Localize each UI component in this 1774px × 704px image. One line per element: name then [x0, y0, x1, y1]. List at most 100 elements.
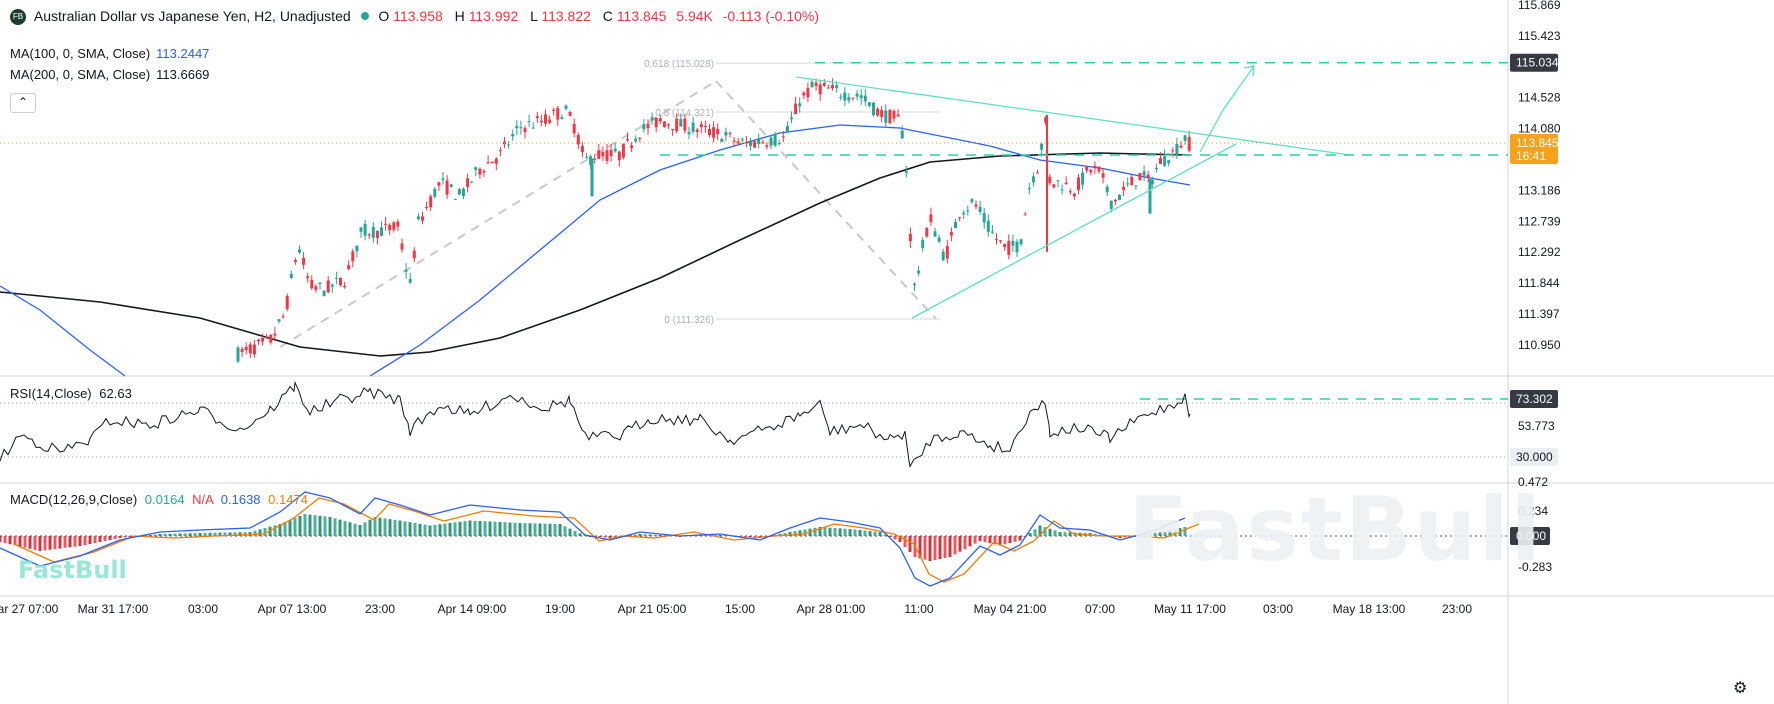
candle-body: [1089, 169, 1093, 173]
candle-body: [913, 283, 916, 286]
candle-body: [310, 279, 314, 289]
fib-level-label: 0 (111.326): [664, 315, 714, 326]
time-axis-label: 15:00: [725, 602, 755, 616]
macd-histogram-bar: [873, 531, 877, 536]
ma200-legend[interactable]: MA(200, 0, SMA, Close) 113.6669: [10, 67, 209, 82]
candle-body: [240, 348, 244, 352]
candle-body: [1175, 143, 1179, 156]
macd-histogram-bar: [313, 515, 317, 536]
candle-body: [433, 188, 437, 197]
candle-body: [1113, 199, 1117, 202]
candle-body: [1163, 156, 1167, 166]
candle-body: [986, 220, 990, 232]
time-axis-label: Apr 28 01:00: [797, 602, 866, 616]
candle-body: [334, 277, 338, 279]
candle-body: [736, 141, 740, 144]
macd-histogram-bar: [973, 536, 977, 544]
macd-histogram-bar: [338, 519, 342, 536]
rsi-30-tag: [1510, 448, 1558, 466]
time-axis-label: 23:00: [365, 602, 395, 616]
macd-histogram-bar: [93, 536, 97, 543]
macd-legend[interactable]: MACD(12,26,9,Close) 0.0164 N/A 0.1638 0.…: [10, 492, 308, 507]
collapse-legend-button[interactable]: ⌃: [10, 93, 36, 113]
macd-histogram-bar: [178, 533, 182, 536]
macd-histogram-bar: [453, 522, 457, 536]
macd-histogram-bar: [198, 533, 202, 536]
candle-body: [576, 134, 580, 145]
macd-value: 0.0164: [144, 492, 185, 507]
macd-histogram-bar: [818, 527, 822, 536]
settings-gear-icon[interactable]: ⚙: [1733, 680, 1748, 697]
macd-histogram-bar: [813, 527, 817, 536]
candle-body: [1134, 185, 1138, 187]
macd-histogram-bar: [13, 536, 17, 546]
candle-body: [1040, 143, 1044, 150]
candle-body: [945, 246, 949, 259]
macd-histogram-bar: [638, 534, 642, 536]
candle-body: [753, 141, 757, 148]
candle-body: [330, 284, 334, 287]
macd-histogram-bar: [23, 536, 27, 548]
rsi-legend[interactable]: RSI(14,Close) 62.63: [10, 386, 132, 401]
macd-line: [0, 491, 1186, 587]
volume-value: 5.94K: [676, 8, 713, 24]
symbol-logo-icon: FB: [10, 9, 26, 26]
candle-body: [917, 270, 921, 274]
candle-body: [933, 231, 937, 237]
macd-histogram-bar: [108, 536, 112, 540]
candle-body: [667, 124, 670, 126]
candle-body: [248, 344, 252, 354]
macd-histogram-bar: [573, 530, 577, 536]
macd-histogram-bar: [563, 526, 567, 536]
macd-histogram-bar: [128, 536, 132, 537]
macd-histogram-bar: [303, 514, 307, 536]
macd-histogram-bar: [8, 536, 12, 545]
macd-histogram-bar: [308, 514, 312, 536]
macd-histogram-bar: [283, 522, 287, 536]
ma100-legend[interactable]: MA(100, 0, SMA, Close) 113.2447: [10, 46, 209, 61]
macd-histogram-bar: [408, 522, 412, 536]
time-axis-label: 19:00: [545, 602, 575, 616]
candle-body: [695, 129, 699, 132]
candle-body: [921, 240, 925, 248]
candle-body: [548, 119, 552, 123]
market-status-dot: [360, 12, 369, 20]
rsi-level-tag: [1510, 390, 1558, 408]
macd-histogram-bar: [278, 524, 282, 536]
macd-histogram-bar: [518, 523, 522, 536]
macd-histogram-bar: [158, 534, 162, 536]
candle-body: [585, 157, 588, 159]
macd-histogram-bar: [388, 519, 392, 536]
change-value: -0.113 (-0.10%): [722, 8, 819, 24]
low-label: L: [530, 8, 538, 24]
candle-body: [507, 144, 511, 146]
price-axis-label: 114.528: [1518, 91, 1561, 105]
symbol-title[interactable]: Australian Dollar vs Japanese Yen, H2, U…: [33, 8, 351, 24]
macd-histogram-bar: [963, 536, 967, 549]
macd-histogram-bar: [998, 536, 1002, 546]
candle-body: [1118, 194, 1121, 201]
candle-body: [302, 257, 306, 265]
candle-body: [605, 150, 609, 161]
candle-body: [728, 132, 732, 134]
macd-histogram-bar: [463, 521, 467, 536]
macd-histogram-bar: [658, 535, 662, 536]
candle-body: [790, 117, 793, 120]
ma100-line: [369, 124, 1191, 377]
macd-histogram-bar: [218, 532, 222, 536]
macd-histogram-bar: [838, 528, 842, 536]
candle-body: [929, 214, 933, 223]
candle-body: [925, 227, 929, 237]
candle-body: [814, 82, 818, 86]
macd-histogram-bar: [1143, 534, 1147, 536]
candle-body: [900, 130, 904, 139]
candle-body: [835, 85, 839, 89]
candle-body: [1060, 189, 1064, 191]
macd-histogram-bar: [498, 522, 502, 536]
macd-histogram-bar: [398, 520, 402, 536]
macd-histogram-bar: [548, 523, 552, 536]
price-axis-label: 115.869: [1518, 0, 1561, 12]
macd-histogram-bar: [188, 533, 192, 536]
macd-histogram-bar: [183, 533, 187, 536]
